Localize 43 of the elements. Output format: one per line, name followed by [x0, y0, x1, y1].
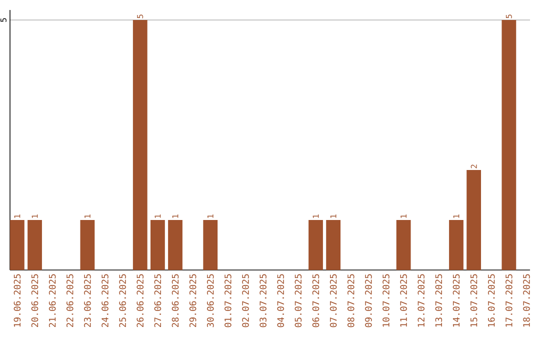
x-tick-label: 06.07.2025 [312, 274, 320, 328]
x-tick-label: 19.06.2025 [14, 274, 21, 327]
x-tick-label: 09.07.2025 [365, 274, 372, 328]
data-label: 2 [470, 164, 477, 168]
x-tick-label: 04.07.2025 [277, 274, 284, 328]
x-tick-label: 23.06.2025 [84, 274, 91, 328]
x-tick-label: 24.06.2025 [102, 274, 108, 328]
x-tick-label: 22.06.2025 [66, 274, 74, 328]
x-tick-label: 13.07.2025 [435, 274, 442, 327]
x-tick-label: 05.07.2025 [294, 274, 302, 328]
data-label: 1 [84, 214, 90, 218]
data-label: 1 [154, 214, 161, 218]
data-label: 1 [330, 214, 336, 218]
x-tick-label: 20.06.2025 [31, 274, 38, 328]
data-label: 1 [400, 214, 406, 218]
x-tick-label: 26.06.2025 [136, 274, 144, 328]
data-label: 1 [172, 214, 178, 218]
x-tick-label: 10.07.2025 [382, 274, 390, 327]
x-tick-label: 11.07.2025 [400, 274, 407, 327]
x-tick-label: 12.07.2025 [418, 274, 425, 327]
x-tick-label: 16.07.2025 [488, 274, 495, 327]
data-label: 5 [137, 14, 144, 18]
x-tick-label: 14.07.2025 [452, 274, 460, 327]
data-label: 1 [32, 214, 38, 218]
data-label: 1 [207, 214, 214, 218]
x-tick-label: 21.06.2025 [48, 274, 56, 328]
x-tick-label: 17.07.2025 [506, 274, 512, 327]
x-tick-label: 15.07.2025 [470, 274, 478, 327]
data-label: 5 [506, 14, 512, 18]
x-tick-label: 28.06.2025 [172, 274, 179, 328]
data-label: 1 [312, 214, 319, 218]
x-tick-label: 02.07.2025 [242, 274, 249, 328]
x-tick-label: 08.07.2025 [347, 274, 354, 328]
data-label: 1 [453, 214, 460, 218]
x-tick-label: 27.06.2025 [154, 274, 162, 328]
data-label: 1 [14, 214, 20, 218]
x-tick-label: 25.06.2025 [119, 274, 126, 328]
x-tick-label: 30.06.2025 [206, 274, 214, 328]
x-tick-label: 29.06.2025 [189, 274, 196, 328]
x-tick-label: 18.07.2025 [523, 274, 530, 327]
x-tick-label: 03.07.2025 [260, 274, 266, 328]
x-tick-label: 01.07.2025 [224, 274, 232, 328]
x-tick-label: 07.07.2025 [330, 274, 337, 328]
